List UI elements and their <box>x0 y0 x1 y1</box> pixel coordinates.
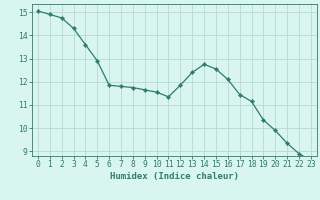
X-axis label: Humidex (Indice chaleur): Humidex (Indice chaleur) <box>110 172 239 181</box>
